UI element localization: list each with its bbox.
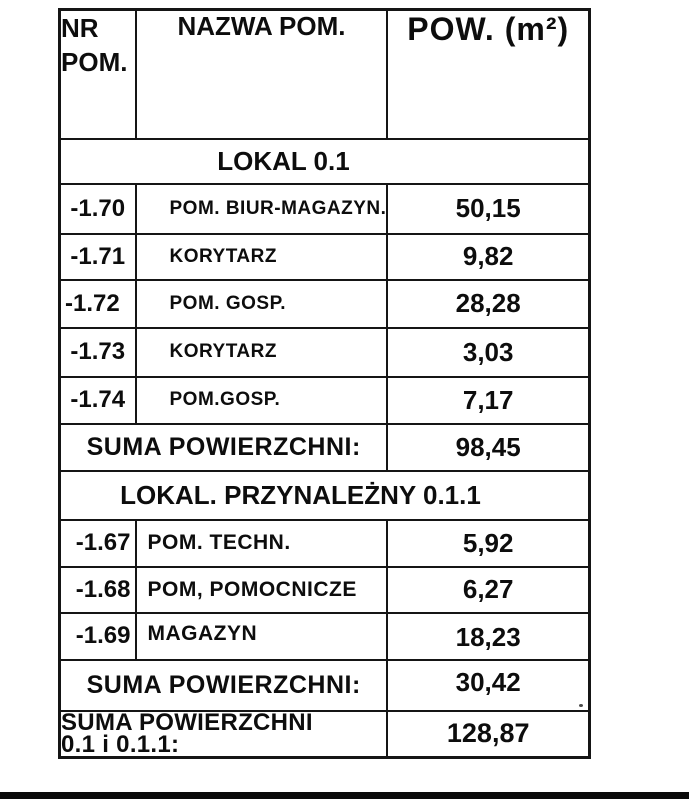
room-name-cell: POM, POMOCNICZE	[134, 565, 389, 614]
header-room-number-line2: POM.	[61, 47, 128, 77]
section-title-row: LOKAL. PRZYNALEŻNY 0.1.1	[58, 469, 591, 521]
grand-total-row: SUMA POWIERZCHNI 0.1 i 0.1.1: 128,87	[58, 709, 591, 758]
area-cell: 9,82	[386, 232, 591, 281]
area-cell: 6,27	[386, 565, 591, 614]
section-title-row: LOKAL 0.1	[58, 137, 591, 185]
room-number-cell: -1.73	[58, 326, 137, 378]
header-room-name: NAZWA POM.	[134, 8, 389, 140]
grand-total-value: 128,87	[386, 709, 591, 758]
table-row: -1.73 KORYTARZ 3,03	[58, 326, 591, 378]
room-area-table: NR POM. NAZWA POM. POW. (m²) LOKAL 0.1 -…	[58, 8, 591, 759]
area-cell: 28,28	[386, 278, 591, 329]
area-cell: 50,15	[386, 182, 591, 235]
sum-row: SUMA POWIERZCHNI: 98,45	[58, 422, 591, 472]
grand-total-label-line2: 0.1 i 0.1.1:	[61, 730, 180, 757]
sum-row: SUMA POWIERZCHNI: 30,42	[58, 658, 591, 712]
room-number-cell: -1.67	[58, 518, 137, 568]
room-name-cell: POM.GOSP.	[134, 375, 389, 425]
table-row: -1.68 POM, POMOCNICZE 6,27	[58, 565, 591, 614]
area-cell: 3,03	[386, 326, 591, 378]
area-cell: 7,17	[386, 375, 591, 425]
bottom-scan-bar	[0, 792, 689, 799]
area-cell: 18,23	[386, 611, 591, 661]
room-name-cell: MAGAZYN	[134, 611, 389, 661]
section-1-title: LOKAL 0.1	[58, 137, 591, 185]
table-row: -1.70 POM. BIUR-MAGAZYN. 50,15	[58, 182, 591, 235]
room-name-cell: KORYTARZ	[134, 326, 389, 378]
sum-value-section-1: 98,45	[386, 422, 591, 472]
section-2-title: LOKAL. PRZYNALEŻNY 0.1.1	[58, 469, 591, 521]
header-area: POW. (m²)	[386, 8, 591, 140]
room-number-cell: -1.74	[58, 375, 137, 425]
room-name-cell: POM. TECHN.	[134, 518, 389, 568]
area-cell: 5,92	[386, 518, 591, 568]
table-row: -1.69 MAGAZYN 18,23	[58, 611, 591, 661]
room-name-cell: KORYTARZ	[134, 232, 389, 281]
scan-speck	[579, 704, 583, 707]
table-row: -1.72 POM. GOSP. 28,28	[58, 278, 591, 329]
header-room-number: NR POM.	[58, 8, 137, 140]
room-name-cell: POM. GOSP.	[134, 278, 389, 329]
room-number-cell: -1.70	[58, 182, 137, 235]
table-row: -1.74 POM.GOSP. 7,17	[58, 375, 591, 425]
room-number-cell: -1.69	[58, 611, 137, 661]
sum-label-section-2: SUMA POWIERZCHNI:	[58, 658, 389, 712]
sum-value-section-2: 30,42	[386, 658, 591, 712]
room-number-cell: -1.68	[58, 565, 137, 614]
table-row: -1.67 POM. TECHN. 5,92	[58, 518, 591, 568]
header-room-number-line1: NR	[61, 13, 99, 43]
table-header-row: NR POM. NAZWA POM. POW. (m²)	[58, 8, 591, 140]
table-row: -1.71 KORYTARZ 9,82	[58, 232, 591, 281]
grand-total-label: SUMA POWIERZCHNI 0.1 i 0.1.1:	[58, 709, 389, 758]
grand-total-label-line1: SUMA POWIERZCHNI	[61, 710, 313, 736]
room-number-cell: -1.71	[58, 232, 137, 281]
room-number-cell: -1.72	[58, 278, 137, 329]
room-name-cell: POM. BIUR-MAGAZYN.	[134, 182, 389, 235]
sum-label-section-1: SUMA POWIERZCHNI:	[58, 422, 389, 472]
